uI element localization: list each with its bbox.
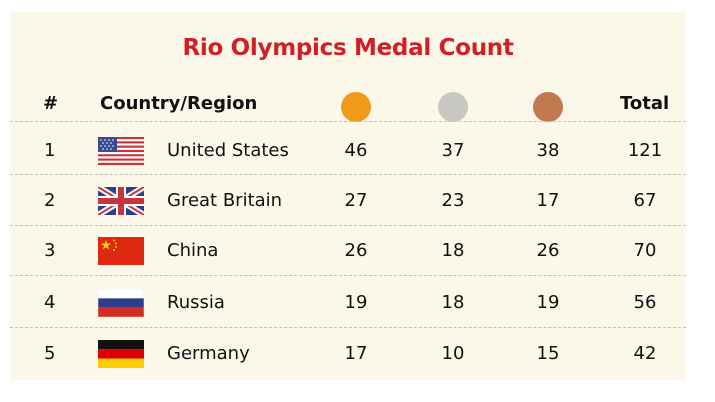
rank-header: # bbox=[43, 93, 59, 114]
bronze-cell: 26 bbox=[536, 240, 560, 261]
rank-cell: 5 bbox=[44, 343, 56, 364]
bronze-cell: 19 bbox=[536, 292, 560, 313]
rank-cell: 4 bbox=[44, 292, 56, 313]
divider bbox=[10, 174, 686, 175]
germany-flag-icon bbox=[98, 340, 144, 368]
silver-medal-icon bbox=[438, 92, 468, 122]
total-cell: 42 bbox=[633, 343, 657, 364]
divider bbox=[10, 327, 686, 328]
total-header: Total bbox=[620, 93, 670, 114]
gold-cell: 17 bbox=[344, 343, 368, 364]
silver-cell: 18 bbox=[441, 240, 465, 261]
silver-cell: 10 bbox=[441, 343, 465, 364]
country-cell: Great Britain bbox=[167, 190, 283, 211]
total-cell: 67 bbox=[633, 190, 657, 211]
divider bbox=[10, 225, 686, 226]
gold-medal-icon bbox=[341, 92, 371, 122]
country-cell: United States bbox=[167, 140, 289, 161]
total-cell: 70 bbox=[633, 240, 657, 261]
gold-cell: 27 bbox=[344, 190, 368, 211]
table-title: Rio Olympics Medal Count bbox=[182, 35, 514, 61]
medal-table-card: Rio Olympics Medal Count # Country/Regio… bbox=[10, 12, 686, 380]
china-flag-icon bbox=[98, 237, 144, 265]
country-cell: Germany bbox=[167, 343, 250, 364]
divider bbox=[10, 121, 686, 122]
gold-cell: 46 bbox=[344, 140, 368, 161]
total-cell: 121 bbox=[627, 140, 663, 161]
usa-flag-icon bbox=[98, 137, 144, 165]
silver-cell: 18 bbox=[441, 292, 465, 313]
gold-cell: 26 bbox=[344, 240, 368, 261]
bronze-medal-icon bbox=[533, 92, 563, 122]
total-cell: 56 bbox=[633, 292, 657, 313]
silver-cell: 23 bbox=[441, 190, 465, 211]
bronze-cell: 38 bbox=[536, 140, 560, 161]
rank-cell: 1 bbox=[44, 140, 56, 161]
rank-cell: 3 bbox=[44, 240, 56, 261]
country-header: Country/Region bbox=[100, 93, 258, 114]
country-cell: China bbox=[167, 240, 219, 261]
uk-flag-icon bbox=[98, 187, 144, 215]
country-cell: Russia bbox=[167, 292, 225, 313]
bronze-cell: 17 bbox=[536, 190, 560, 211]
rank-cell: 2 bbox=[44, 190, 56, 211]
divider bbox=[10, 275, 686, 276]
gold-cell: 19 bbox=[344, 292, 368, 313]
bronze-cell: 15 bbox=[536, 343, 560, 364]
russia-flag-icon bbox=[98, 289, 144, 317]
silver-cell: 37 bbox=[441, 140, 465, 161]
